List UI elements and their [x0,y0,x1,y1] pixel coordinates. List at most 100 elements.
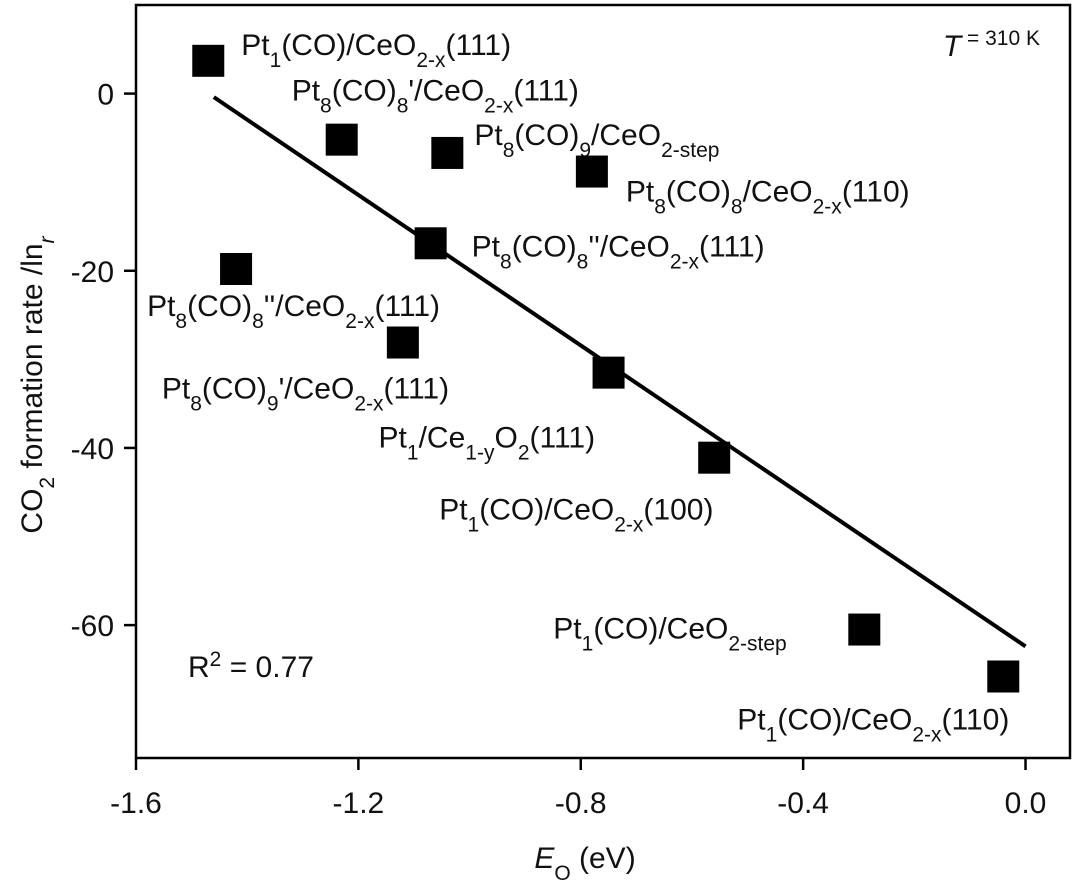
point-label: Pt8(CO)9'/CeO2-x(111) [162,373,449,416]
label-part: (111) [530,422,596,455]
x-tick-label: -0.8 [555,787,607,820]
label-part: 1-y [465,441,495,464]
label-part: (111) [446,29,512,62]
label-part: E [534,842,555,875]
label-part: (CO) [512,230,577,263]
label-part: 2-x [354,392,384,415]
point-label: Pt1(CO)/CeO2-x(111) [241,29,511,72]
label-part: 8 [731,195,743,218]
label-part: 2-x [416,48,446,71]
label-part: 8 [500,250,512,273]
y-axis-title: CO2 formation rate /lnr [16,235,59,533]
data-point [987,660,1020,693]
label-part: 1 [407,441,419,464]
label-part: 2-step [728,632,786,655]
label-part: Pt [241,29,270,62]
data-point [220,252,253,285]
data-point [192,44,225,77]
label-part: 2 [36,477,59,489]
label-part: = 0.77 [221,651,314,684]
label-part: 2 [210,648,222,671]
label-part: 8 [397,94,409,117]
point-label: Pt1(CO)/CeO2-x(110) [737,703,1009,746]
label-part: formation rate /ln [16,243,49,476]
x-tick-label: 0.0 [1005,787,1047,820]
label-part: '/CeO [279,373,355,406]
label-part: r [36,235,59,243]
label-part: O [554,862,570,881]
data-point [575,155,608,188]
point-label: Pt8(CO)8''/CeO2-x(111) [472,230,765,273]
label-part: (111) [513,75,579,108]
data-point [325,123,358,156]
label-part: (CO) [514,119,579,152]
label-part: (100) [643,494,713,527]
label-part: (110) [942,703,1010,736]
point-label: Pt8(CO)9/CeO2-step [474,119,719,162]
point-label: Pt1/Ce1-yO2(111) [379,422,596,465]
label-part: (CO) [332,75,397,108]
label-part: (CO)/CeO [281,29,416,62]
label-part: 8 [503,138,515,161]
y-tick-label: 0 [97,79,114,112]
data-point [414,227,447,260]
label-part: (CO) [187,290,252,323]
label-part: 2-x [912,723,942,746]
y-tick-label: -40 [71,433,114,466]
label-part: '/CeO [408,75,484,108]
label-part: T [943,30,964,63]
data-point [848,613,881,646]
y-tick-label: -60 [71,610,114,643]
label-part: Pt [474,119,503,152]
label-part: Pt [472,230,501,263]
x-tick-label: -1.6 [110,787,162,820]
label-part: (CO) [666,176,731,209]
label-part: 9 [267,392,279,415]
label-part: R [188,651,210,684]
label-part: 2-x [813,195,843,218]
label-part: 8 [577,250,589,273]
label-part: = 310 K [961,27,1040,50]
label-part: /Ce [419,422,466,455]
label-part: 1 [766,723,778,746]
label-part: 1 [582,632,594,655]
label-part: (111) [384,373,450,406]
label-part: Pt [379,422,408,455]
plot-frame [134,3,1072,760]
x-tick-label: -0.4 [777,787,829,820]
label-part: (eV) [571,842,636,875]
x-tick-label: -1.2 [333,787,385,820]
label-part: Pt [162,373,191,406]
label-part: CO [16,489,49,534]
data-point [592,356,625,389]
point-label: Pt8(CO)8''/CeO2-x(111) [147,290,440,333]
label-part: 1 [270,48,282,71]
point-label: Pt8(CO)8'/CeO2-x(111) [292,75,579,118]
label-part: Pt [439,494,468,527]
label-part: 2-x [670,250,700,273]
label-part: (CO)/CeO [777,703,912,736]
label-part: 8 [654,195,666,218]
y-tick-label: -20 [71,256,114,289]
data-point [698,441,731,474]
x-axis-title: EO (eV) [534,842,635,881]
label-part: Pt [737,703,766,736]
label-part: 8 [190,392,202,415]
point-label: Pt8(CO)8/CeO2-x(110) [626,176,910,219]
label-part: 8 [320,94,332,117]
label-part: Pt [553,613,582,646]
label-part: 8 [252,309,264,332]
label-part: Pt [626,176,655,209]
label-part: 1 [468,513,480,536]
label-part: ''/CeO [588,230,669,263]
label-part: (CO) [202,373,267,406]
temperature-note: T = 310 K [943,27,1040,64]
label-part: (111) [374,290,440,323]
data-point [431,136,464,169]
point-label: Pt1(CO)/CeO2-step [553,613,786,656]
data-point [386,326,419,359]
label-part: 2-x [614,513,644,536]
label-part: 2 [518,441,530,464]
label-part: ''/CeO [264,290,345,323]
label-part: Pt [292,75,321,108]
